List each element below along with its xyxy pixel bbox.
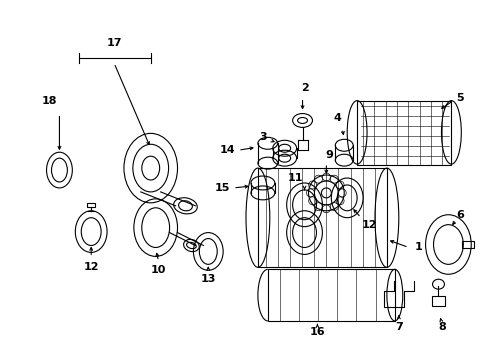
Text: 1: 1 (414, 243, 422, 252)
Text: 13: 13 (200, 274, 216, 284)
Text: 15: 15 (214, 183, 229, 193)
Bar (267, 269, 394, 321)
Text: 4: 4 (333, 113, 341, 123)
Bar (356, 100, 450, 165)
Bar (431, 296, 445, 306)
Text: 12: 12 (83, 262, 99, 272)
Text: 9: 9 (325, 150, 333, 160)
Text: 6: 6 (455, 210, 463, 220)
Bar (257, 168, 386, 267)
Text: 3: 3 (259, 132, 266, 142)
Text: 7: 7 (394, 322, 402, 332)
Text: 5: 5 (456, 93, 463, 103)
Text: 17: 17 (106, 38, 122, 48)
Text: 10: 10 (151, 265, 166, 275)
Text: 8: 8 (438, 322, 446, 332)
Text: 12: 12 (361, 220, 376, 230)
Text: 18: 18 (41, 96, 57, 105)
Bar (461, 240, 473, 248)
Text: 2: 2 (300, 83, 308, 93)
Text: 11: 11 (287, 173, 303, 183)
Text: 14: 14 (219, 145, 234, 155)
Text: 16: 16 (309, 327, 325, 337)
Bar (87, 203, 95, 207)
